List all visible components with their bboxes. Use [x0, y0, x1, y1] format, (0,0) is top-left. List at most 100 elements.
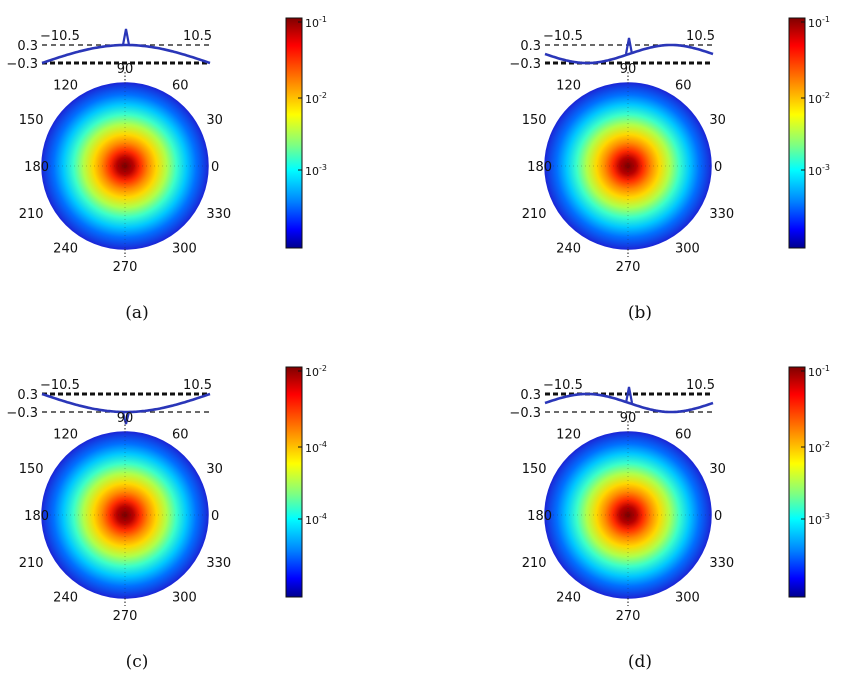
- colorbar-tick-label: 10-2: [305, 364, 327, 379]
- angle-label-30: 30: [709, 462, 726, 477]
- profile-plot: 0.3 −0.3−10.5 10.5: [509, 378, 715, 421]
- angle-label-240: 240: [556, 241, 581, 256]
- panel-caption: (d): [628, 652, 652, 672]
- angle-label-300: 300: [675, 241, 700, 256]
- polar-disk: [545, 83, 711, 249]
- colorbar-gradient: [285, 17, 303, 249]
- polar-disk: [42, 432, 208, 598]
- angle-label-30: 30: [709, 113, 726, 128]
- profile-y-bottom-label: −0.3: [6, 57, 38, 72]
- colorbar-tick-label: 10-1: [808, 15, 830, 30]
- polar-heatmap: 0 30 60 90 120 150 180 210 240 270 300 330: [19, 411, 231, 624]
- angle-label-90: 90: [620, 62, 637, 77]
- angle-label-60: 60: [675, 79, 692, 94]
- polar-disk: [42, 83, 208, 249]
- panel-a: 0.3 −0.3−10.5 10.5 0 30 60 90 120 150 180 210 240 27…: [6, 15, 327, 323]
- angle-label-330: 330: [709, 556, 734, 571]
- angle-label-330: 330: [206, 207, 231, 222]
- profile-x-left-label: −10.5: [543, 378, 583, 393]
- profile-y-top-label: 0.3: [17, 388, 38, 403]
- colorbar-gradient: [788, 17, 806, 249]
- angle-label-210: 210: [19, 207, 44, 222]
- colorbar-tick-label: 10-4: [305, 512, 327, 527]
- angle-label-120: 120: [556, 79, 581, 94]
- angle-label-210: 210: [19, 556, 44, 571]
- profile-plot: 0.3 −0.3−10.5 10.5: [6, 378, 212, 425]
- angle-label-0: 0: [211, 509, 219, 524]
- profile-curve: [41, 392, 211, 414]
- profile-plot: 0.3 −0.3−10.5 10.5: [6, 28, 212, 72]
- profile-curve: [544, 392, 714, 414]
- angle-label-300: 300: [172, 590, 197, 605]
- profile-x-left-label: −10.5: [40, 29, 80, 44]
- colorbar-gradient: [285, 366, 303, 598]
- angle-label-90: 90: [117, 62, 134, 77]
- angle-label-90: 90: [620, 411, 637, 426]
- profile-y-bottom-label: −0.3: [6, 406, 38, 421]
- angle-label-120: 120: [53, 79, 78, 94]
- panel-caption: (b): [628, 303, 652, 323]
- profile-x-left-label: −10.5: [40, 378, 80, 393]
- angle-label-60: 60: [172, 79, 189, 94]
- angle-label-0: 0: [211, 160, 219, 175]
- colorbar-tick-label: 10-2: [808, 91, 830, 106]
- panel-caption: (a): [125, 303, 148, 323]
- angle-label-240: 240: [53, 590, 78, 605]
- angle-label-300: 300: [675, 590, 700, 605]
- angle-label-270: 270: [113, 260, 138, 275]
- panel-b: 0.3 −0.3−10.5 10.5 0 30 60 90 120 150 180 210 240 27…: [509, 15, 830, 323]
- angle-label-180: 180: [24, 160, 49, 175]
- colorbar-tick-label: 10-2: [808, 440, 830, 455]
- panel-c: 0.3 −0.3−10.5 10.5 0 30 60 90 120 150 180 210 240 27…: [6, 364, 327, 672]
- profile-curve: [544, 43, 714, 65]
- profile-x-right-label: 10.5: [686, 29, 715, 44]
- colorbar-tick-label: 10-3: [808, 512, 830, 527]
- profile-x-left-label: −10.5: [543, 29, 583, 44]
- angle-label-30: 30: [206, 462, 223, 477]
- angle-label-60: 60: [675, 428, 692, 443]
- angle-label-180: 180: [527, 160, 552, 175]
- angle-label-150: 150: [522, 113, 547, 128]
- angle-label-180: 180: [24, 509, 49, 524]
- colorbar: 10-1 10-2 10-3: [285, 15, 327, 249]
- angle-label-60: 60: [172, 428, 189, 443]
- angle-label-30: 30: [206, 113, 223, 128]
- polar-heatmap: 0 30 60 90 120 150 180 210 240 270 300 330: [522, 411, 734, 624]
- colorbar: 10-1 10-2 10-3: [788, 364, 830, 598]
- profile-y-top-label: 0.3: [520, 388, 541, 403]
- profile-y-bottom-label: −0.3: [509, 57, 541, 72]
- angle-label-210: 210: [522, 556, 547, 571]
- panel-caption: (c): [126, 652, 149, 672]
- colorbar: 10-1 10-2 10-3: [788, 15, 830, 249]
- angle-label-120: 120: [53, 428, 78, 443]
- colorbar-tick-label: 10-1: [808, 364, 830, 379]
- profile-y-bottom-label: −0.3: [509, 406, 541, 421]
- panel-d: 0.3 −0.3−10.5 10.5 0 30 60 90 120 150 180 210 240 27…: [509, 364, 830, 672]
- angle-label-270: 270: [113, 609, 138, 624]
- profile-spike: [121, 28, 131, 46]
- polar-heatmap: 0 30 60 90 120 150 180 210 240 270 300 330: [522, 62, 734, 275]
- angle-label-180: 180: [527, 509, 552, 524]
- colorbar-tick-label: 10-3: [305, 163, 327, 178]
- angle-label-270: 270: [616, 260, 641, 275]
- colorbar: 10-2 10-4 10-4: [285, 364, 327, 598]
- angle-label-150: 150: [19, 462, 44, 477]
- angle-label-330: 330: [709, 207, 734, 222]
- angle-label-270: 270: [616, 609, 641, 624]
- profile-y-top-label: 0.3: [17, 39, 38, 54]
- angle-label-330: 330: [206, 556, 231, 571]
- angle-label-300: 300: [172, 241, 197, 256]
- profile-spike: [121, 411, 131, 425]
- colorbar-tick-label: 10-1: [305, 15, 327, 30]
- angle-label-0: 0: [714, 509, 722, 524]
- profile-x-right-label: 10.5: [686, 378, 715, 393]
- colorbar-tick-label: 10-2: [305, 91, 327, 106]
- profile-spike: [624, 386, 634, 404]
- colorbar-gradient: [788, 366, 806, 598]
- angle-label-120: 120: [556, 428, 581, 443]
- angle-label-240: 240: [556, 590, 581, 605]
- profile-spike: [624, 37, 634, 55]
- polar-heatmap: 0 30 60 90 120 150 180 210 240 270 300 330: [19, 62, 231, 275]
- profile-plot: 0.3 −0.3−10.5 10.5: [509, 29, 715, 72]
- profile-x-right-label: 10.5: [183, 29, 212, 44]
